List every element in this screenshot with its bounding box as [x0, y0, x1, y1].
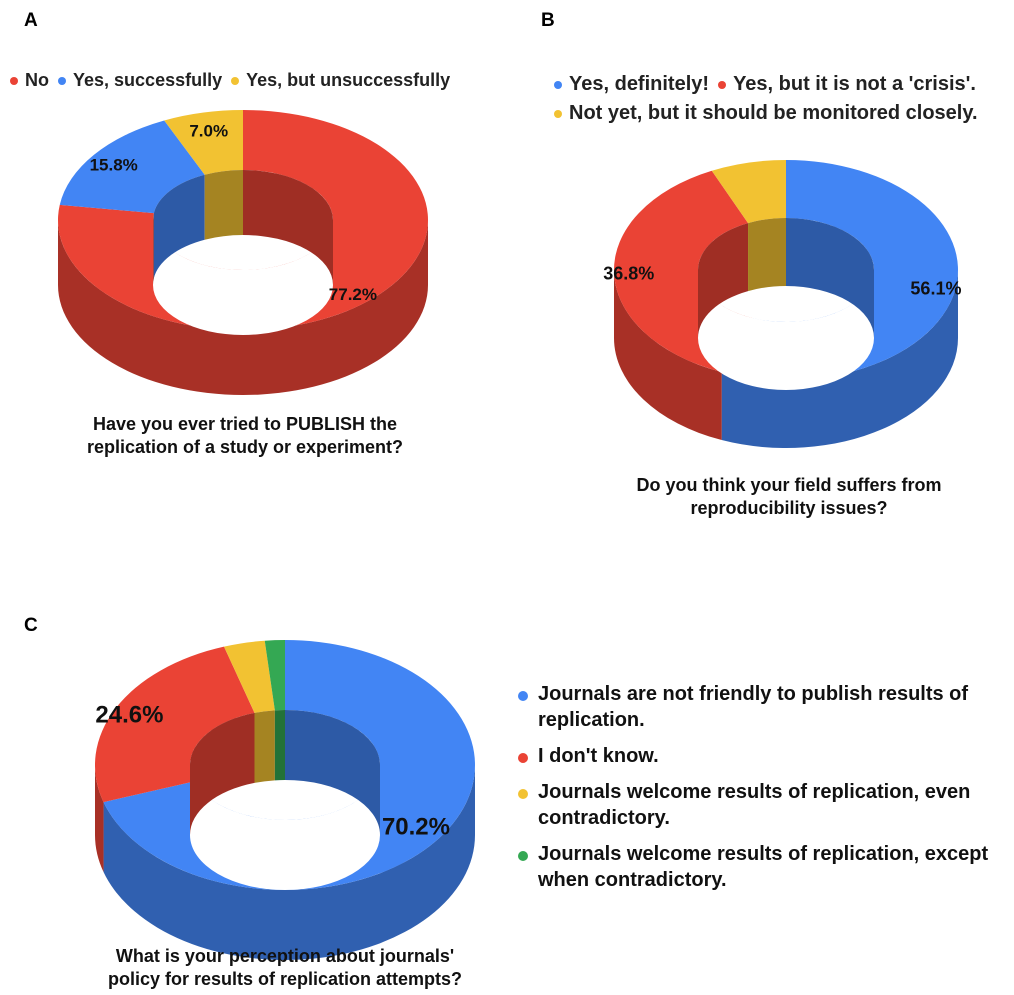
panel-letter-c: C	[24, 615, 38, 636]
donut-chart-c: 70.2% 24.6%	[95, 640, 475, 960]
donut-side-wall	[614, 270, 958, 448]
donut-slice-2	[224, 640, 275, 713]
legend-a-item-yes-successfully: Yes, successfully	[58, 70, 222, 91]
donut-hole-segment	[274, 710, 285, 781]
legend-b-row-2: Not yet, but it should be monitored clos…	[554, 102, 987, 125]
legend-label: Journals welcome results of replication,…	[538, 843, 989, 891]
donut-hole-segment	[153, 174, 205, 279]
donut-hole-segment	[153, 213, 154, 285]
donut-side-segment	[58, 220, 428, 395]
legend-dot	[718, 80, 727, 89]
donut-hole-front-mask	[698, 270, 874, 390]
caption-a: Have you ever tried to PUBLISH the repli…	[20, 413, 470, 459]
legend-b-item-not-crisis: Yes, but it is not a 'crisis'.	[718, 73, 976, 96]
donut-slice-3	[264, 640, 285, 711]
donut-label-1: 15.8%	[90, 155, 138, 174]
donut-side-segment	[614, 270, 722, 441]
donut-chart-a: 77.2% 15.8% 7.0%	[57, 110, 429, 395]
donut-label-2: 7.0%	[189, 121, 228, 140]
legend-b-item-definitely: Yes, definitely!	[554, 73, 709, 96]
caption-b: Do you think your field suffers from rep…	[564, 474, 1014, 520]
donut-label-0: 70.2%	[382, 814, 450, 841]
donut-hole-floor	[698, 270, 874, 324]
donut-hole-segment	[190, 712, 255, 835]
donut-side-wall	[95, 765, 475, 960]
donut-side-wall	[58, 220, 428, 395]
legend-a-item-no: No	[10, 70, 49, 91]
legend-a-item-yes-unsuccessfully: Yes, but unsuccessfully	[231, 70, 450, 91]
donut-hole-wall	[153, 170, 333, 285]
legend-dot	[518, 691, 528, 701]
donut-label-0: 56.1%	[910, 279, 961, 299]
donut-hole-segment	[748, 218, 786, 292]
legend-b-item-not-yet: Not yet, but it should be monitored clos…	[554, 102, 978, 125]
legend-label: Yes, but unsuccessfully	[246, 70, 451, 90]
donut-hole-segment	[243, 170, 333, 285]
caption-b-line-1: Do you think your field suffers from	[636, 475, 942, 495]
legend-b-row-1: Yes, definitely! Yes, but it is not a 'c…	[554, 73, 985, 96]
donut-hole-floor	[153, 220, 333, 272]
donut-hole-segment	[204, 170, 243, 240]
caption-a-line-1: Have you ever tried to PUBLISH the	[92, 414, 398, 434]
caption-c-line-2: policy for results of replication attemp…	[107, 969, 463, 989]
donut-hole-wall	[190, 710, 380, 835]
donut-side-segment	[721, 270, 958, 448]
donut-side-segment	[95, 765, 104, 873]
legend-c-item-welcome-except: Journals welcome results of replication,…	[514, 841, 1004, 893]
donut-hole-segment	[285, 710, 380, 835]
legend-dot	[231, 76, 240, 85]
donut-side-segment	[103, 765, 475, 960]
legend-dot	[554, 109, 562, 118]
donut-hole-front-mask	[153, 220, 333, 335]
donut-hole-segment	[786, 218, 874, 338]
donut-chart-b: 56.1% 36.8%	[603, 160, 961, 448]
panel-letter-a: A	[24, 10, 38, 31]
caption-b-line-2: reproducibility issues?	[690, 498, 888, 518]
legend-label: Yes, but it is not a 'crisis'.	[733, 73, 976, 95]
caption-c: What is your perception about journals' …	[50, 945, 520, 991]
legend-label: Journals welcome results of replication,…	[538, 781, 971, 829]
legend-dot	[518, 851, 528, 861]
donut-hole-segment	[254, 710, 275, 783]
legend-dot	[10, 76, 18, 85]
legend-c-item-dont-know: I don't know.	[514, 743, 1004, 769]
donut-hole-floor	[190, 765, 380, 822]
legend-c-item-welcome-contradictory: Journals welcome results of replication,…	[514, 779, 1004, 831]
legend-dot	[518, 753, 528, 763]
donut-label-1: 36.8%	[603, 263, 654, 283]
legend-label: Journals are not friendly to publish res…	[538, 683, 969, 731]
legend-dot	[518, 789, 528, 799]
panel-letter-b: B	[541, 10, 555, 31]
donut-slice-2	[164, 110, 243, 175]
legend-label: No	[25, 70, 49, 90]
donut-hole-front-mask	[190, 765, 380, 890]
donut-hole-wall	[698, 218, 874, 338]
donut-slice-1	[59, 120, 205, 214]
donut-label-1: 24.6%	[95, 701, 163, 728]
donut-slice-0	[57, 110, 429, 331]
legend-dot	[58, 76, 66, 85]
donut-slice-1	[95, 646, 255, 803]
legend-c-item-not-friendly: Journals are not friendly to publish res…	[514, 681, 1004, 733]
legend-label: I don't know.	[538, 745, 659, 767]
donut-label-0: 77.2%	[329, 285, 377, 304]
legend-label: Yes, definitely!	[569, 73, 710, 95]
donut-slice-2	[711, 160, 786, 224]
caption-c-line-1: What is your perception about journals'	[115, 946, 455, 966]
donut-hole-segment	[698, 223, 749, 338]
legend-label: Yes, successfully	[73, 70, 223, 90]
legend-c: Journals are not friendly to publish res…	[514, 681, 1004, 903]
caption-a-line-2: replication of a study or experiment?	[86, 437, 404, 457]
legend-a: No Yes, successfully Yes, but unsuccessf…	[10, 70, 459, 91]
legend-dot	[554, 80, 562, 89]
legend-label: Not yet, but it should be monitored clos…	[569, 102, 978, 124]
